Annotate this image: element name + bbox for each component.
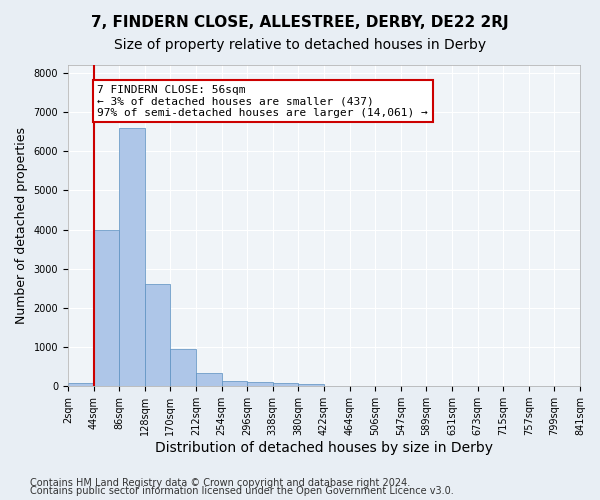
Bar [68,383,94,386]
Text: 7, FINDERN CLOSE, ALLESTREE, DERBY, DE22 2RJ: 7, FINDERN CLOSE, ALLESTREE, DERBY, DE22… [91,15,509,30]
Text: Contains HM Land Registry data © Crown copyright and database right 2024.: Contains HM Land Registry data © Crown c… [30,478,410,488]
Text: Contains public sector information licensed under the Open Government Licence v3: Contains public sector information licen… [30,486,454,496]
Bar [119,128,145,386]
Bar [145,284,170,386]
Text: 7 FINDERN CLOSE: 56sqm
← 3% of detached houses are smaller (437)
97% of semi-det: 7 FINDERN CLOSE: 56sqm ← 3% of detached … [97,84,428,118]
Bar [196,374,221,386]
Y-axis label: Number of detached properties: Number of detached properties [15,127,28,324]
Bar [221,380,247,386]
Bar [298,384,324,386]
Bar [94,230,119,386]
Bar [273,383,298,386]
Bar [170,348,196,386]
Bar [247,382,273,386]
Text: Size of property relative to detached houses in Derby: Size of property relative to detached ho… [114,38,486,52]
X-axis label: Distribution of detached houses by size in Derby: Distribution of detached houses by size … [155,441,493,455]
